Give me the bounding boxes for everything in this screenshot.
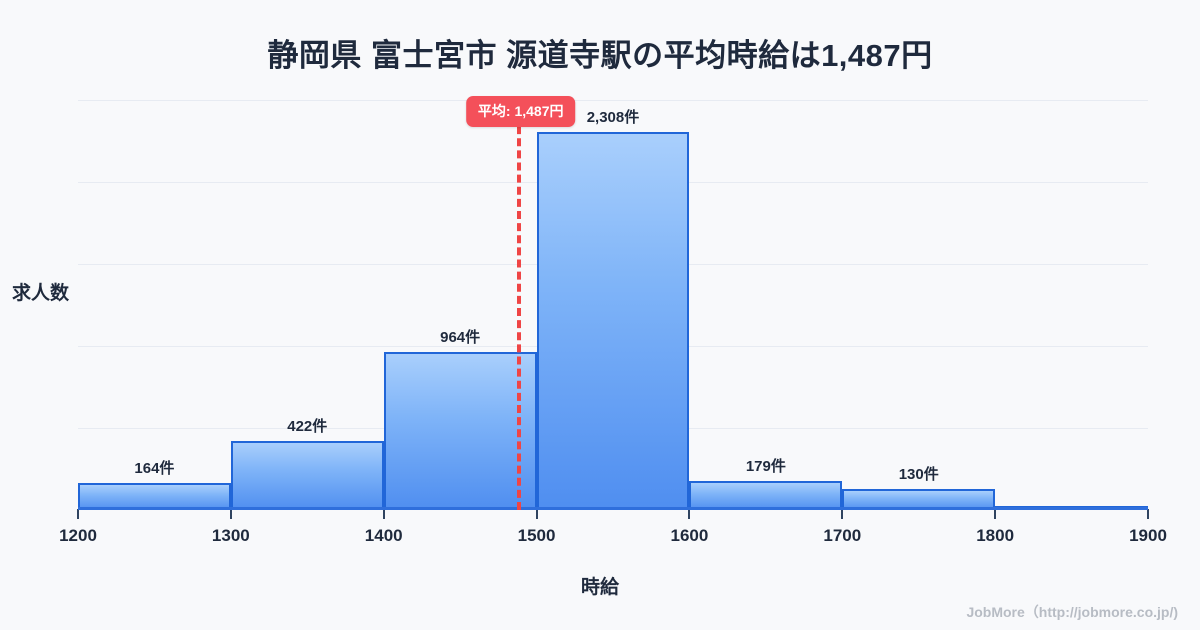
x-tick-label: 1300 <box>211 526 250 545</box>
x-tick <box>77 509 79 519</box>
x-tick-label: 1200 <box>59 526 97 545</box>
x-tick <box>535 509 538 519</box>
gridline <box>78 100 1148 101</box>
bar-value-label: 964件 <box>440 328 481 346</box>
bar[interactable] <box>842 488 996 510</box>
bar-value-label: 164件 <box>134 460 175 478</box>
x-tick <box>688 509 691 519</box>
bar-value-label: 179件 <box>745 457 786 475</box>
bar[interactable] <box>230 440 384 510</box>
x-tick <box>229 509 232 519</box>
x-tick <box>841 509 844 519</box>
plot-area: 164件 422件 964件 2,308件 179件 130件 1200 1300 1400 1… <box>59 96 1167 545</box>
average-badge: 平均: 1,487円 <box>465 96 576 127</box>
x-tick <box>1147 509 1149 519</box>
x-tick-label: 1900 <box>1129 526 1167 545</box>
x-axis-title: 時給 <box>580 577 619 598</box>
x-tick-label: 1700 <box>823 526 862 545</box>
x-axis-line <box>78 507 1148 510</box>
bar[interactable] <box>536 131 690 510</box>
x-tick-label: 1500 <box>517 526 556 545</box>
x-tick-label: 1800 <box>976 526 1015 545</box>
footer-credit: JobMore（http://jobmore.co.jp/) <box>966 604 1178 620</box>
x-tick-label: 1600 <box>670 526 709 545</box>
average-line: 平均: 1,487円 <box>465 96 576 510</box>
bar[interactable] <box>78 483 231 510</box>
bar[interactable] <box>383 351 537 510</box>
bar[interactable] <box>689 480 843 510</box>
bar-value-label: 2,308件 <box>586 108 640 126</box>
bar-value-label: 130件 <box>898 465 939 483</box>
x-tick <box>382 509 385 519</box>
page-title: 静岡県 富士宮市 源道寺駅の平均時給は1,487円 <box>267 38 933 73</box>
x-tick-label: 1400 <box>364 526 403 545</box>
bar-value-label: 422件 <box>287 417 328 435</box>
x-tick <box>994 509 997 519</box>
y-axis-title: 求人数 <box>12 283 70 304</box>
